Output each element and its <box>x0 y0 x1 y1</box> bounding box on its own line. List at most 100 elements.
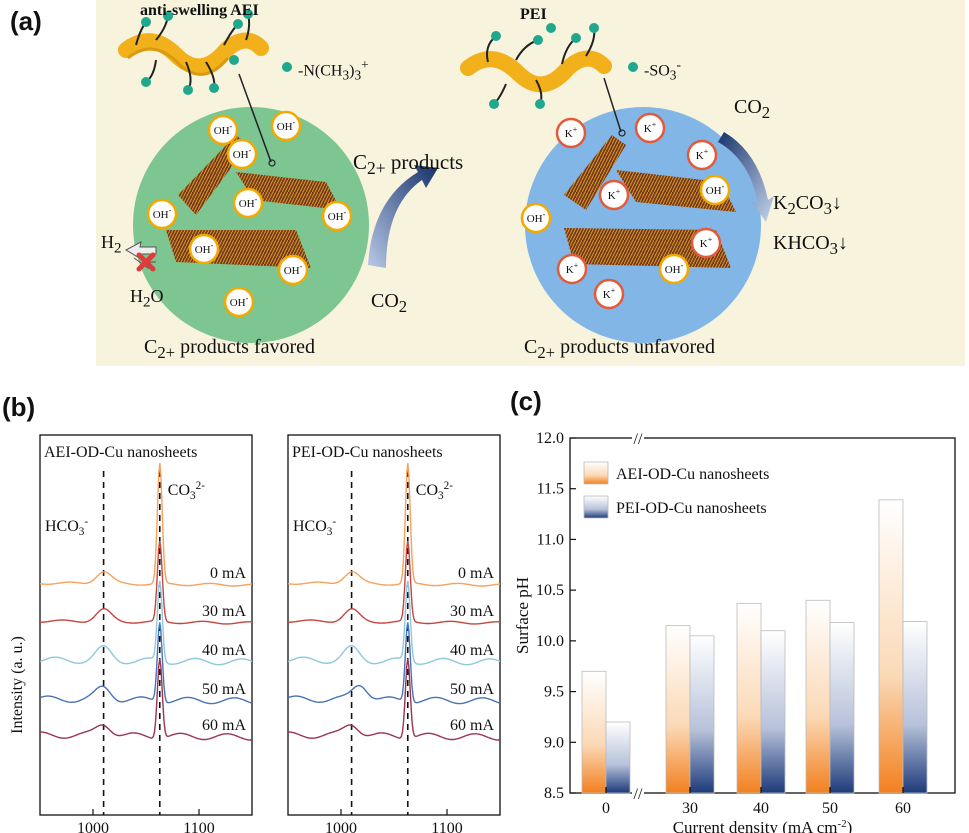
y-tick-label: 10.0 <box>536 633 564 650</box>
schematic-svg: OH- OH-OH-OH-OH-OH-OH-OH-OH- <box>118 9 774 343</box>
group-legend-dot-left <box>282 62 292 72</box>
y-tick-label: 10.5 <box>536 582 564 599</box>
pei-group-label: -SO3- <box>644 57 681 83</box>
k-ion-label: K+ <box>644 120 657 135</box>
raman-trace <box>287 580 501 666</box>
schematic-panel: OH- OH- OH- OH- OH- OH- OH- OH- OH- <box>96 0 965 366</box>
k-ion-label: K+ <box>696 147 709 162</box>
raman-panel: Intensity (a. u.) AEI-OD-Cu nanosheets HC… <box>9 434 501 833</box>
ph-bar-chart: 8.5 9.0 9.5 10.0 10.5 11.0 11.5 12.0 0 30 40 50 60 //… <box>513 430 956 833</box>
trace-label: 30 mA <box>450 603 494 620</box>
c2-products-label: C2+ products <box>353 150 464 179</box>
k-ion-label: K+ <box>565 125 578 140</box>
oh-ion-ring <box>699 174 731 206</box>
h2o-label: H2O <box>130 286 164 311</box>
raman-trace <box>39 463 253 587</box>
co3-label: CO32- <box>168 480 205 502</box>
raman-x-tick: 1000 <box>77 820 109 833</box>
k-ion-ring <box>690 227 722 259</box>
zoom-line-left <box>238 73 272 163</box>
khco3-label: KHCO3↓ <box>773 232 848 258</box>
caption-unfavored: C2+ products unfavored <box>524 336 716 362</box>
aei-title: anti-swelling AEI <box>140 2 259 19</box>
raman-trace <box>288 658 501 741</box>
pei-title: PEI <box>520 6 547 23</box>
raman-x-tick: 1100 <box>183 820 214 833</box>
zoom-line-right <box>603 77 622 133</box>
oh-ion-label: OH- <box>284 262 303 277</box>
oh-ion-ring <box>207 114 239 146</box>
h2-label: H2 <box>101 232 122 257</box>
trace-label: 0 mA <box>210 565 246 582</box>
raman-y-label: Intensity (a. u.) <box>9 636 26 734</box>
legend-label: AEI-OD-Cu nanosheets <box>616 466 769 483</box>
co3-label: CO32- <box>416 480 453 502</box>
y-tick-label: 9.5 <box>544 684 564 701</box>
bar-aei <box>878 499 904 794</box>
legend-swatch <box>583 495 609 519</box>
axis-break-mark: // <box>634 786 643 803</box>
oh-ion-label: OH- <box>153 206 172 221</box>
k-ion-ring <box>686 139 718 171</box>
oh-ion-ring <box>146 198 178 230</box>
caption-favored: C2+ products favored <box>144 336 316 362</box>
k-ion-label: K+ <box>566 261 579 276</box>
co2-label-left: CO2 <box>371 290 408 316</box>
trace-label: 60 mA <box>202 717 246 734</box>
k-ion-label: K+ <box>603 286 616 301</box>
raman-trace <box>288 540 501 625</box>
y-axis-label: Surface pH <box>513 577 532 654</box>
pei-polymer-chain <box>460 23 612 109</box>
oh-ion-label: OH- <box>328 208 347 223</box>
x-tick-label: 0 <box>602 800 610 817</box>
group-legend-dot-right <box>628 62 638 72</box>
oh-ion-label: OH- <box>195 241 214 256</box>
oh-ion-ring <box>223 286 255 318</box>
aei-polymer-chain <box>118 9 269 95</box>
x-axis-label: Current density (mA cm-2) <box>673 818 853 833</box>
raman-trace <box>39 622 253 705</box>
k-ion-ring <box>556 253 588 285</box>
trace-label: 0 mA <box>458 565 494 582</box>
raman-x-tick: 1000 <box>325 820 357 833</box>
aei-group-label: -N(CH3)3+ <box>298 57 369 83</box>
k-ion-ring <box>593 278 625 310</box>
y-tick-label: 11.5 <box>537 481 564 498</box>
bar-pei <box>760 630 786 794</box>
oh-ion-label: OH- <box>239 195 258 210</box>
hco3-label: HCO3- <box>45 516 88 538</box>
oh-ion-ring <box>321 200 353 232</box>
raman-trace <box>40 540 253 625</box>
oh-ion-ring <box>658 253 690 285</box>
bar-pei <box>689 635 715 794</box>
panel-label-a: (a) <box>10 6 42 36</box>
axis-break-mark: // <box>634 431 643 448</box>
hco3-label: HCO3- <box>293 516 336 538</box>
oh-ion-label: OH- <box>230 294 249 309</box>
raman-trace <box>287 622 501 705</box>
trace-label: 40 mA <box>450 642 494 659</box>
legend-label: PEI-OD-Cu nanosheets <box>616 500 767 517</box>
bar-aei <box>665 625 691 794</box>
panel-label-c: (c) <box>510 386 542 416</box>
x-tick-label: 50 <box>822 800 838 817</box>
x-tick-label: 40 <box>753 800 769 817</box>
co2-label-right: CO2 <box>734 96 771 122</box>
oh-ion-ring <box>226 138 258 170</box>
y-tick-label: 11.0 <box>537 531 564 548</box>
bar-aei <box>736 602 762 794</box>
y-tick-label: 12.0 <box>536 430 564 447</box>
raman-trace <box>40 658 253 741</box>
bar-pei <box>902 621 928 794</box>
k-ion-label: K+ <box>608 187 621 202</box>
bar-aei <box>581 670 607 794</box>
legend-swatch <box>583 461 609 485</box>
k-ion-group: K+ K+ K+ K+ K+ K+ K+ OH- OH- OH- <box>520 112 731 310</box>
bar-pei <box>829 622 855 794</box>
co2-conversion-arrow <box>368 165 438 268</box>
oh-ion-label: OH- <box>527 210 546 225</box>
oh-ion-label: OH- <box>233 146 252 161</box>
oh-ion-ring <box>277 254 309 286</box>
raman-plot-title: AEI-OD-Cu nanosheets <box>44 444 197 461</box>
x-tick-label: 60 <box>895 800 911 817</box>
